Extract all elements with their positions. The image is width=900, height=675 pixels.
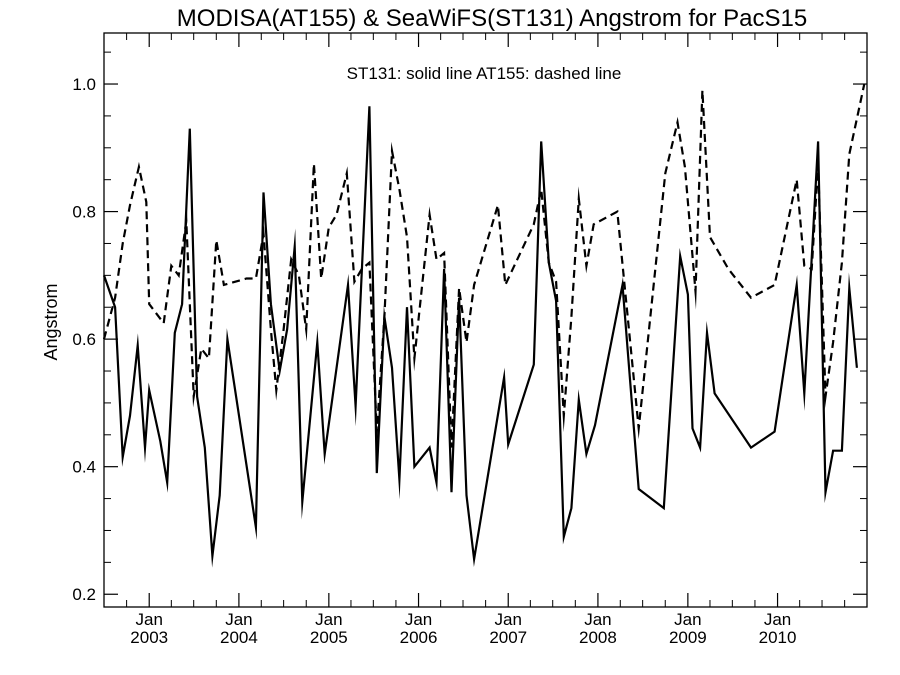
chart-annotation: ST131: solid line AT155: dashed line <box>347 64 622 83</box>
x-tick-month-label: Jan <box>584 610 611 629</box>
y-tick-label: 0.8 <box>72 203 96 222</box>
x-tick-year-label: 2009 <box>669 628 707 647</box>
y-tick-label: 0.6 <box>72 330 96 349</box>
y-tick-label: 1.0 <box>72 75 96 94</box>
x-tick-year-label: 2003 <box>130 628 168 647</box>
solid-series-line <box>102 106 858 568</box>
x-tick-year-label: 2010 <box>759 628 797 647</box>
x-tick-month-label: Jan <box>315 610 342 629</box>
y-tick-label: 0.4 <box>72 458 96 477</box>
x-tick-month-label: Jan <box>405 610 432 629</box>
y-axis-label: Angstrom <box>41 283 61 360</box>
x-tick-month-label: Jan <box>495 610 522 629</box>
axes: 0.20.40.60.81.0Jan2003Jan2004Jan2005Jan2… <box>72 33 867 647</box>
y-tick-label: 0.2 <box>72 585 96 604</box>
x-tick-year-label: 2007 <box>489 628 527 647</box>
chart-title: MODISA(AT155) & SeaWiFS(ST131) Angstrom … <box>177 5 807 32</box>
plot-area <box>102 83 866 568</box>
x-tick-month-label: Jan <box>764 610 791 629</box>
x-tick-year-label: 2004 <box>220 628 258 647</box>
x-tick-month-label: Jan <box>136 610 163 629</box>
x-tick-year-label: 2005 <box>310 628 348 647</box>
x-tick-year-label: 2006 <box>400 628 438 647</box>
dashed-series-line <box>102 83 866 452</box>
x-tick-year-label: 2008 <box>579 628 617 647</box>
x-tick-month-label: Jan <box>674 610 701 629</box>
x-tick-month-label: Jan <box>225 610 252 629</box>
